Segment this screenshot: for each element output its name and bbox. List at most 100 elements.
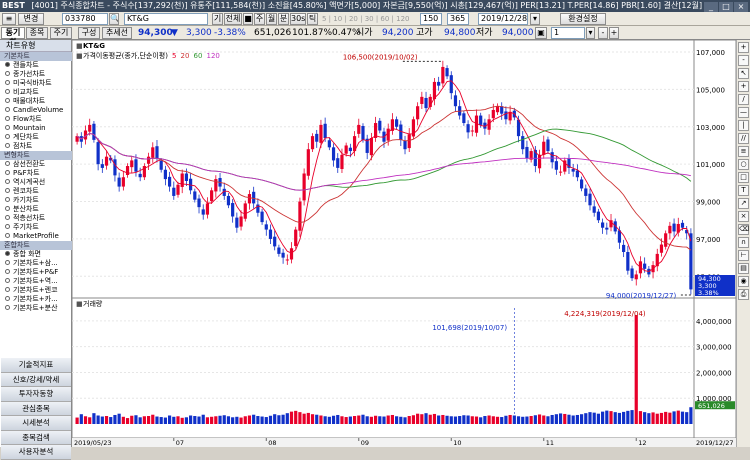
plus-icon[interactable]: + xyxy=(609,27,619,39)
sidebar-item-2-6[interactable]: 기본차트+분산 xyxy=(0,304,72,313)
tab-trendline[interactable]: 추세선 xyxy=(102,27,132,39)
volume-tick-label: 2,000,000 xyxy=(696,369,732,377)
candle-body xyxy=(592,206,596,213)
volume-bar xyxy=(521,416,525,424)
zoom-in-icon[interactable]: + xyxy=(738,42,749,53)
sidebar-section-1[interactable]: 변형차트 xyxy=(0,151,72,160)
fib-tool-icon[interactable]: ≡ xyxy=(738,146,749,157)
close-icon[interactable]: × xyxy=(734,2,748,12)
mode-select[interactable]: 변경 xyxy=(18,13,44,25)
volume-bar xyxy=(142,416,146,424)
crosshair-icon[interactable]: + xyxy=(738,81,749,92)
zoom-out-icon[interactable]: - xyxy=(738,55,749,66)
arrow-tool-icon[interactable]: ↗ xyxy=(738,198,749,209)
tab-stock[interactable]: 종목 xyxy=(26,27,48,39)
candle-body xyxy=(550,152,554,163)
volume-bar xyxy=(664,411,668,424)
tab-compose[interactable]: 구성 xyxy=(78,27,100,39)
eraser-icon[interactable]: ⌫ xyxy=(738,224,749,235)
period-button-0[interactable]: 기 xyxy=(212,13,223,25)
period-button-2[interactable]: ■ xyxy=(243,13,253,25)
sidebar-item-0-8[interactable]: 계단차트 xyxy=(0,133,72,142)
sidebar-item-2-2[interactable]: 기본차트+P&F xyxy=(0,268,72,277)
settings-button[interactable]: 환경설정 xyxy=(560,13,606,25)
page-dropdown-icon[interactable]: ▾ xyxy=(586,27,595,39)
hline-tool-icon[interactable]: — xyxy=(738,107,749,118)
lock-icon[interactable]: ▤ xyxy=(738,263,749,274)
magnet-icon[interactable]: ∩ xyxy=(738,237,749,248)
ruler-icon[interactable]: ⊢ xyxy=(738,250,749,261)
sidebar-button-6[interactable]: 사용자분석 xyxy=(1,445,71,460)
tab-period[interactable]: 주기 xyxy=(50,27,72,39)
sidebar-item-1-6[interactable]: 적층선차트 xyxy=(0,214,72,223)
sidebar-item-1-8[interactable]: MarketProfile xyxy=(0,232,72,241)
period-button-3[interactable]: 주 xyxy=(254,13,265,25)
stock-name-field[interactable]: KT&G xyxy=(124,13,208,25)
sidebar-item-0-0[interactable]: 캔들차트 xyxy=(0,61,72,70)
eye-icon[interactable]: ◉ xyxy=(738,276,749,287)
print-icon[interactable]: ⎙ xyxy=(738,289,749,300)
count-input-2[interactable]: 365 xyxy=(447,13,469,25)
delete-tool-icon[interactable]: × xyxy=(738,211,749,222)
sidebar-section-0[interactable]: 기본차트 xyxy=(0,52,72,61)
page-select[interactable]: 1 xyxy=(551,27,585,39)
sidebar-section-2[interactable]: 혼합차트 xyxy=(0,241,72,250)
sidebar-item-0-3[interactable]: 비교차트 xyxy=(0,88,72,97)
candle-body xyxy=(176,184,180,195)
sidebar-item-1-7[interactable]: 주기차트 xyxy=(0,223,72,232)
count-input-1[interactable]: 150 xyxy=(420,13,442,25)
sidebar-item-1-0[interactable]: 삼선전환도 xyxy=(0,160,72,169)
sidebar-item-2-0[interactable]: 종합 화면 xyxy=(0,250,72,259)
sidebar-button-3[interactable]: 관심종목 xyxy=(1,401,71,416)
stock-code-input[interactable]: 033780 xyxy=(62,13,108,25)
sidebar-button-4[interactable]: 시세분석 xyxy=(1,416,71,431)
period-button-4[interactable]: 월 xyxy=(266,13,277,25)
sidebar-item-0-9[interactable]: 점차트 xyxy=(0,142,72,151)
search-icon[interactable]: 🔍 xyxy=(109,13,119,25)
period-button-6[interactable]: 30s xyxy=(290,13,306,25)
sidebar-item-2-3[interactable]: 기본차트+역... xyxy=(0,277,72,286)
calendar-icon[interactable]: ▾ xyxy=(530,13,540,25)
sidebar-item-1-4[interactable]: 카기차트 xyxy=(0,196,72,205)
volume-bar xyxy=(298,412,302,424)
volume-bar xyxy=(601,411,605,424)
cursor-icon[interactable]: ↖ xyxy=(738,68,749,79)
sidebar-item-2-4[interactable]: 기본차트+렌코 xyxy=(0,286,72,295)
period-button-1[interactable]: 전체 xyxy=(224,13,242,25)
date-input[interactable]: 2019/12/28 xyxy=(478,13,528,25)
sidebar-item-0-2[interactable]: 미국식바차트 xyxy=(0,79,72,88)
menu-icon[interactable]: ≡ xyxy=(2,13,16,25)
chart-area[interactable]: 107,000 105,000 103,000 101,000 99,000 97,000… xyxy=(71,39,750,447)
minus-icon[interactable]: - xyxy=(598,27,608,39)
channel-tool-icon[interactable]: // xyxy=(738,133,749,144)
sidebar-button-1[interactable]: 신호/강세/약세 xyxy=(1,372,71,387)
sidebar-button-5[interactable]: 종목검색 xyxy=(1,430,71,445)
sidebar-item-1-2[interactable]: 역시계곡선 xyxy=(0,178,72,187)
tab-sync[interactable]: 동기화 xyxy=(1,27,25,47)
sidebar-item-1-5[interactable]: 분산차트 xyxy=(0,205,72,214)
sidebar-item-0-6[interactable]: Flow차트 xyxy=(0,115,72,124)
maximize-icon[interactable]: □ xyxy=(719,2,733,12)
period-button-5[interactable]: 분 xyxy=(278,13,289,25)
minimize-icon[interactable]: _ xyxy=(704,2,718,12)
line-tool-icon[interactable]: / xyxy=(738,94,749,105)
vline-tool-icon[interactable]: | xyxy=(738,120,749,131)
sidebar-item-1-1[interactable]: P&F차트 xyxy=(0,169,72,178)
sidebar-item-0-4[interactable]: 매물대차트 xyxy=(0,97,72,106)
rect-tool-icon[interactable]: □ xyxy=(738,172,749,183)
overlay-icon[interactable]: ▣ xyxy=(535,27,547,39)
sidebar-button-0[interactable]: 기술적지표 xyxy=(1,358,71,373)
chart-svg[interactable]: 107,000 105,000 103,000 101,000 99,000 97,000… xyxy=(71,39,737,447)
candle-body xyxy=(298,201,302,231)
sidebar-item-0-7[interactable]: Mountain xyxy=(0,124,72,133)
sidebar-item-2-5[interactable]: 기본차트+카... xyxy=(0,295,72,304)
sidebar-item-1-3[interactable]: 렌코차트 xyxy=(0,187,72,196)
sidebar-button-2[interactable]: 투자자동향 xyxy=(1,387,71,402)
sidebar-item-0-1[interactable]: 종가선차트 xyxy=(0,70,72,79)
sidebar-item-label: 적층선차트 xyxy=(13,214,46,222)
sidebar-item-2-1[interactable]: 기본차트+삼... xyxy=(0,259,72,268)
text-tool-icon[interactable]: T xyxy=(738,185,749,196)
sidebar-item-0-5[interactable]: CandleVolume xyxy=(0,106,72,115)
period-button-7[interactable]: 틱 xyxy=(307,13,318,25)
circle-tool-icon[interactable]: ○ xyxy=(738,159,749,170)
